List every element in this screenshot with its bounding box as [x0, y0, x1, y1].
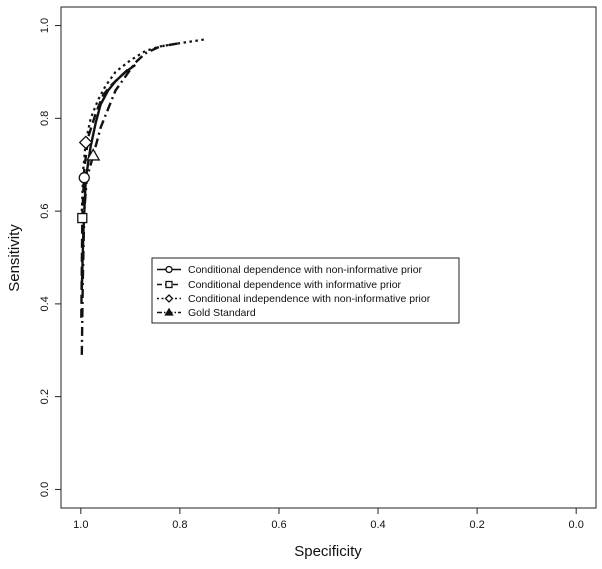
- y-axis: 0.0 0.2 0.4 0.6 0.8 1.0: [39, 18, 61, 497]
- y-tick-label: 0.8: [39, 111, 51, 126]
- legend-label-dep-noninf: Conditional dependence with non-informat…: [188, 264, 423, 276]
- x-tick-label: 0.4: [370, 519, 385, 531]
- legend-marker-gold-standard: [164, 307, 174, 316]
- y-tick-label: 0.2: [39, 389, 51, 404]
- y-tick-label: 1.0: [39, 18, 51, 33]
- legend-box: [151, 257, 460, 324]
- series-markers: [77, 135, 101, 224]
- legend-label-indep-noninf: Conditional independence with non-inform…: [188, 293, 431, 305]
- series-line-dep-noninf: [80, 64, 136, 291]
- series-line-dep-inf: [80, 66, 132, 318]
- series-line-gold-standard: [80, 41, 181, 355]
- x-tick-label: 1.0: [73, 519, 88, 531]
- x-tick-label: 0.0: [569, 519, 584, 531]
- y-tick-label: 0.4: [39, 296, 51, 311]
- x-tick-label: 0.6: [271, 519, 286, 531]
- legend-marker-indep-noninf: [164, 294, 174, 303]
- plot-frame: [60, 6, 597, 509]
- legend-marker-dep-inf: [165, 280, 173, 289]
- y-tick-label: 0.0: [39, 482, 51, 497]
- legend-marker-dep-noninf: [165, 265, 173, 274]
- operating-point-dep-noninf: [78, 172, 90, 184]
- legend: Conditional dependence with non-informat…: [151, 257, 460, 324]
- x-axis-title: Specificity: [294, 543, 362, 560]
- legend-label-dep-inf: Conditional dependence with informative …: [188, 279, 402, 291]
- legend-keys: [157, 265, 181, 316]
- y-tick-label: 0.6: [39, 203, 51, 218]
- x-tick-label: 0.8: [172, 519, 187, 531]
- series-lines: [80, 38, 205, 355]
- operating-point-indep-noninf: [78, 135, 93, 150]
- operating-point-gold-standard: [86, 148, 101, 161]
- x-tick-label: 0.2: [469, 519, 484, 531]
- y-axis-title: Sensitivity: [6, 224, 23, 292]
- legend-label-gold-standard: Gold Standard: [188, 307, 256, 319]
- operating-point-dep-inf: [77, 212, 88, 224]
- x-axis: 1.0 0.8 0.6 0.4 0.2 0.0: [73, 508, 584, 531]
